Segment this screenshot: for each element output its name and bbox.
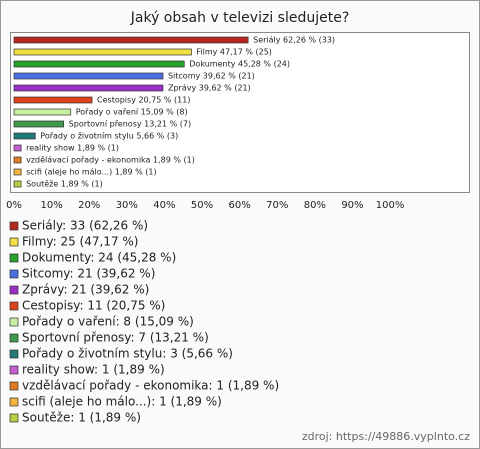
legend-label: Sportovní přenosy: 7 (13,21 %) [22, 331, 209, 345]
bar [13, 60, 185, 68]
legend-swatch [9, 285, 19, 295]
legend-swatch [9, 221, 19, 231]
value-label: Soutěže 1,89 % (1) [26, 180, 103, 189]
legend-label: scifi (aleje ho málo...): 1 (1,89 %) [22, 395, 222, 409]
bar [13, 156, 22, 164]
legend-label: vzdělávací pořady - ekonomika: 1 (1,89 %… [22, 379, 279, 393]
bar [13, 96, 93, 104]
legend-label: Pořady o vaření: 8 (15,09 %) [22, 315, 194, 329]
x-tick-label: 10% [40, 200, 62, 211]
plot-area [10, 32, 470, 193]
value-label: Pořady o vaření 15,09 % (8) [76, 108, 188, 117]
value-label: Seriály 62,26 % (33) [253, 36, 335, 45]
value-label: vzdělávací pořady - ekonomika 1,89 % (1) [26, 156, 195, 165]
value-label: reality show 1,89 % (1) [26, 144, 119, 153]
legend-swatch [9, 333, 19, 343]
legend-swatch [9, 349, 19, 359]
x-tick-label: 20% [78, 200, 100, 211]
legend-swatch [9, 413, 19, 423]
legend-swatch [9, 269, 19, 279]
legend-label: Sitcomy: 21 (39,62 %) [22, 267, 155, 281]
x-tick-label: 60% [229, 200, 251, 211]
value-label: Cestopisy 20,75 % (11) [97, 96, 190, 105]
chart-title: Jaký obsah v televizi sledujete? [130, 10, 350, 26]
legend-swatch [9, 237, 19, 247]
legend-swatch [9, 365, 19, 375]
x-tick-label: 30% [116, 200, 138, 211]
legend-label: Filmy: 25 (47,17 %) [22, 235, 139, 249]
legend-label: Cestopisy: 11 (20,75 %) [22, 299, 165, 313]
value-label: Pořady o životním stylu 5,66 % (3) [40, 132, 178, 141]
legend-label: Seriály: 33 (62,26 %) [22, 219, 148, 233]
x-tick-label: 0% [6, 200, 22, 211]
x-tick-label: 70% [266, 200, 288, 211]
x-tick-label: 100% [376, 200, 405, 211]
bar [13, 48, 192, 56]
legend-swatch [9, 253, 19, 263]
bar [13, 180, 22, 188]
legend-swatch [9, 381, 19, 391]
legend-swatch [9, 397, 19, 407]
value-label: Zprávy 39,62 % (21) [168, 84, 251, 93]
legend-label: reality show: 1 (1,89 %) [22, 363, 165, 377]
bar [13, 72, 164, 80]
legend-swatch [9, 317, 19, 327]
bar [13, 132, 36, 140]
bar [13, 120, 65, 128]
bar [13, 144, 22, 152]
value-label: Filmy 47,17 % (25) [196, 48, 272, 57]
legend-swatch [9, 301, 19, 311]
x-tick-label: 40% [153, 200, 175, 211]
x-tick-label: 90% [341, 200, 363, 211]
legend-label: Soutěže: 1 (1,89 %) [22, 411, 141, 425]
value-label: Dokumenty 45,28 % (24) [189, 60, 290, 69]
legend-label: Dokumenty: 24 (45,28 %) [22, 251, 176, 265]
value-label: Sitcomy 39,62 % (21) [168, 72, 255, 81]
x-tick-label: 50% [191, 200, 213, 211]
legend-label: Pořady o životním stylu: 3 (5,66 %) [22, 347, 233, 361]
value-label: scifi (aleje ho málo...) 1,89 % (1) [26, 168, 157, 177]
bar [13, 84, 164, 92]
bar [13, 168, 22, 176]
value-label: Sportovní přenosy 13,21 % (7) [69, 120, 191, 129]
legend-label: Zprávy: 21 (39,62 %) [22, 283, 149, 297]
source: zdroj: https://49886.vyplnto.cz [302, 430, 470, 443]
x-tick-label: 80% [304, 200, 326, 211]
bar [13, 108, 72, 116]
bar [13, 36, 249, 44]
